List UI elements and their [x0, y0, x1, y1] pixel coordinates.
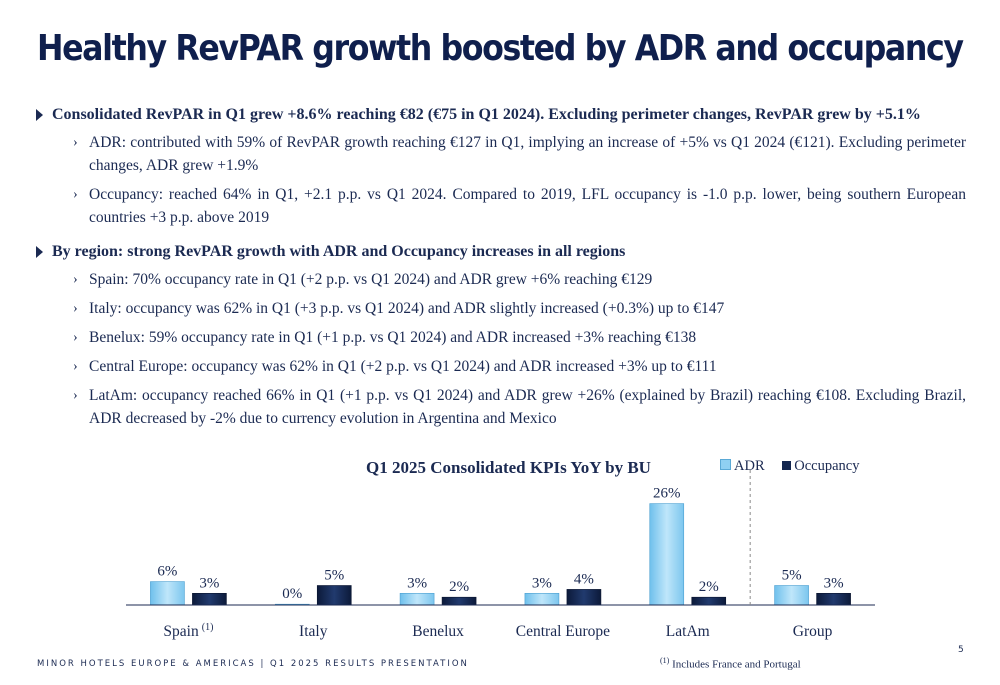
data-label: 5%: [782, 568, 802, 584]
sub-bullet-occupancy: › Occupancy: reached 64% in Q1, +2.1 p.p…: [36, 183, 966, 229]
bar-adr-central-europe: [524, 592, 560, 606]
chevron-right-icon: ›: [73, 301, 78, 316]
chevron-right-icon: ›: [73, 187, 78, 202]
data-label: 6%: [157, 564, 177, 580]
bar-occupancy-benelux: [441, 596, 477, 606]
sub-bullet-text: Occupancy: reached 64% in Q1, +2.1 p.p. …: [89, 186, 966, 226]
triangle-bullet-icon: [36, 246, 43, 258]
bullet-by-region: By region: strong RevPAR growth with ADR…: [36, 241, 966, 263]
triangle-bullet-icon: [36, 109, 43, 121]
bar-occupancy-spain: [192, 592, 227, 606]
sub-bullet-text: Central Europe: occupancy was 62% in Q1 …: [89, 358, 717, 375]
chevron-right-icon: ›: [73, 330, 78, 345]
legend-swatch-adr: [720, 459, 731, 470]
footnote-mark: (1): [660, 656, 670, 665]
data-label: 2%: [449, 579, 469, 595]
category-label: LatAm: [666, 623, 710, 640]
data-label: 5%: [324, 568, 344, 584]
sub-bullet-text: ADR: contributed with 59% of RevPAR grow…: [89, 134, 966, 174]
data-label: 3%: [199, 575, 219, 591]
category-label: Benelux: [412, 623, 464, 640]
chart-title: Q1 2025 Consolidated KPIs YoY by BU: [366, 458, 651, 477]
chevron-right-icon: ›: [73, 135, 78, 150]
data-label: 0%: [282, 586, 302, 602]
bullet-text: Consolidated RevPAR in Q1 grew +8.6% rea…: [52, 106, 921, 123]
data-label: 3%: [407, 575, 427, 591]
bar-adr-group: [774, 585, 809, 606]
page-title: Healthy RevPAR growth boosted by ADR and…: [37, 28, 964, 69]
bullet-text: By region: strong RevPAR growth with ADR…: [52, 243, 626, 260]
data-label: 3%: [532, 575, 552, 591]
bar-occupancy-latam: [691, 596, 727, 606]
bullet-list: Consolidated RevPAR in Q1 grew +8.6% rea…: [36, 104, 966, 436]
page-number: 5: [958, 645, 964, 655]
data-label: 3%: [824, 575, 844, 591]
sub-bullet-text: LatAm: occupancy reached 66% in Q1 (+1 p…: [89, 387, 966, 427]
legend-swatch-occupancy: [782, 461, 792, 470]
category-label: Spain (1): [163, 622, 213, 640]
footer-text: MINOR HOTELS EUROPE & AMERICAS | Q1 2025…: [37, 659, 469, 669]
chevron-right-icon: ›: [73, 359, 78, 374]
sub-bullet-italy: › Italy: occupancy was 62% in Q1 (+3 p.p…: [36, 297, 966, 320]
chevron-right-icon: ›: [73, 388, 78, 403]
footnote-text: Includes France and Portugal: [672, 658, 801, 671]
bar-adr-latam: [649, 503, 685, 606]
bar-adr-spain: [150, 581, 185, 606]
legend-label: ADR: [734, 458, 765, 474]
sub-bullet-spain: › Spain: 70% occupancy rate in Q1 (+2 p.…: [36, 268, 966, 291]
category-label: Group: [793, 623, 833, 640]
legend-label: Occupancy: [794, 458, 860, 474]
chevron-right-icon: ›: [73, 272, 78, 287]
data-label: 4%: [574, 571, 594, 587]
data-label: 26%: [653, 486, 681, 502]
category-label: Italy: [299, 623, 328, 640]
bar-occupancy-group: [816, 592, 851, 606]
sub-bullet-benelux: › Benelux: 59% occupancy rate in Q1 (+1 …: [36, 326, 966, 349]
chart-legend: ADR Occupancy: [720, 458, 873, 475]
bullet-revpar: Consolidated RevPAR in Q1 grew +8.6% rea…: [36, 104, 966, 126]
data-label: 2%: [699, 579, 719, 595]
sub-bullet-text: Benelux: 59% occupancy rate in Q1 (+1 p.…: [89, 329, 697, 346]
bar-occupancy-central-europe: [566, 589, 602, 606]
legend-item-occupancy: Occupancy: [782, 458, 859, 475]
category-label: Central Europe: [516, 623, 610, 640]
footnote: (1) Includes France and Portugal: [660, 656, 801, 671]
bar-adr-benelux: [399, 592, 435, 606]
sub-bullet-adr: › ADR: contributed with 59% of RevPAR gr…: [36, 131, 966, 177]
sub-bullet-latam: › LatAm: occupancy reached 66% in Q1 (+1…: [36, 384, 966, 430]
sub-bullet-text: Spain: 70% occupancy rate in Q1 (+2 p.p.…: [89, 271, 653, 288]
bar-occupancy-italy: [316, 585, 352, 606]
sub-bullet-text: Italy: occupancy was 62% in Q1 (+3 p.p. …: [89, 300, 725, 317]
sub-bullet-central-europe: › Central Europe: occupancy was 62% in Q…: [36, 355, 966, 378]
legend-item-adr: ADR: [720, 458, 765, 475]
